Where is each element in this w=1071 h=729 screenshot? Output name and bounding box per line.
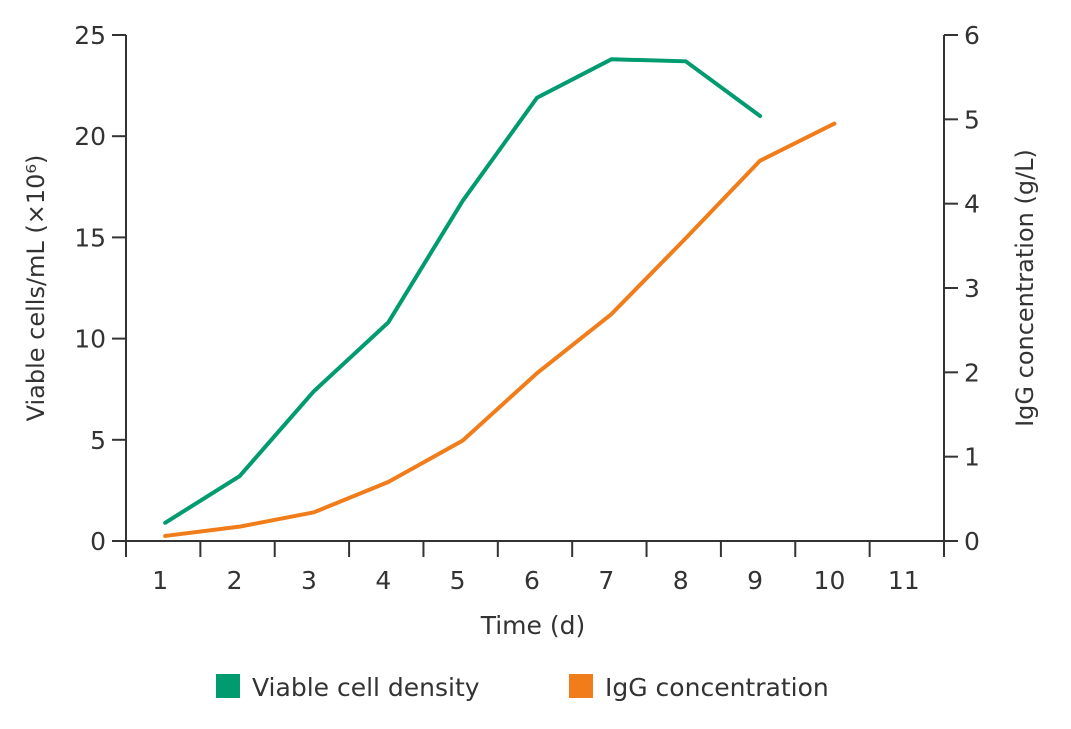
legend-label-viable-cell-density: Viable cell density <box>252 673 480 702</box>
legend: Viable cell density IgG concentration <box>216 673 829 702</box>
x-axis-label: Time (d) <box>480 611 586 640</box>
y-left-tick-label: 25 <box>74 21 106 50</box>
y-right-tick-label: 6 <box>964 21 980 50</box>
legend-swatch-igg-concentration <box>569 674 593 698</box>
y-right-tick-label: 3 <box>964 274 980 303</box>
x-tick-label: 6 <box>524 566 540 595</box>
y-right-tick-label: 5 <box>964 105 980 134</box>
x-tick-label: 9 <box>747 566 763 595</box>
legend-label-igg-concentration: IgG concentration <box>605 673 829 702</box>
series-line-viable-cell-density <box>163 57 763 525</box>
x-tick-label: 3 <box>301 566 317 595</box>
y-axis-left-label: Viable cells/mL (×10⁶) <box>22 155 50 422</box>
x-tick-label: 2 <box>227 566 243 595</box>
x-tick-label: 4 <box>375 566 391 595</box>
y-right-tick-label: 4 <box>964 190 980 219</box>
legend-swatch-viable-cell-density <box>216 674 240 698</box>
y-left-tick-label: 15 <box>74 223 106 252</box>
y-left-tick-label: 10 <box>74 325 106 354</box>
x-tick-label: 1 <box>152 566 168 595</box>
y-left-tick-label: 20 <box>74 122 106 151</box>
x-tick-label: 5 <box>450 566 466 595</box>
y-right-tick-label: 1 <box>964 443 980 472</box>
x-tick-label: 10 <box>814 566 846 595</box>
y-left-tick-label: 0 <box>90 527 106 556</box>
y-left-tick-label: 5 <box>90 426 106 455</box>
series-line-igg-concentration <box>163 121 837 538</box>
y-right-tick-label: 2 <box>964 358 980 387</box>
x-tick-label: 7 <box>598 566 614 595</box>
y-axis-right-label: IgG concentration (g/L) <box>1011 149 1039 427</box>
x-tick-label: 11 <box>888 566 920 595</box>
y-right-tick-label: 0 <box>964 527 980 556</box>
x-tick-label: 8 <box>673 566 689 595</box>
